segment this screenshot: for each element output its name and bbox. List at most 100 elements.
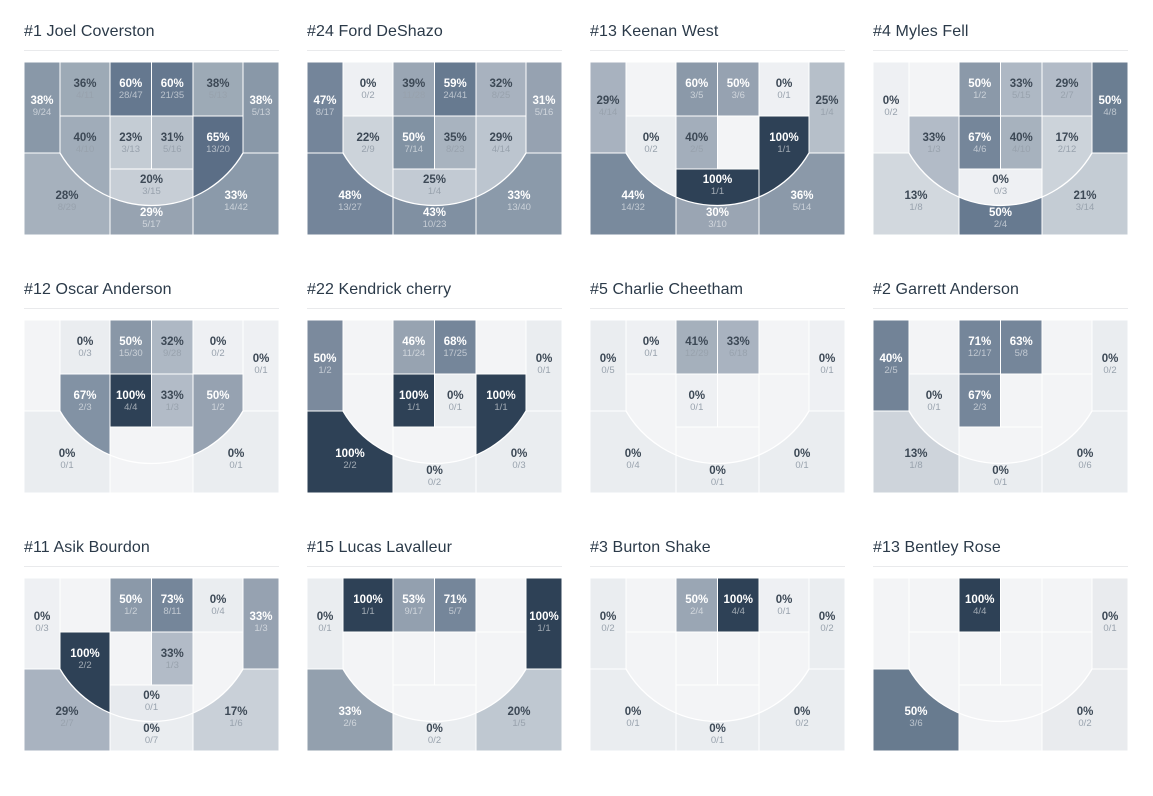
zone-made-attempts-label: 14/32 [621, 202, 645, 213]
zone-pct-label: 100% [965, 594, 994, 606]
zone-made-attempts-label: 0/3 [35, 623, 48, 634]
player-name: #3 Burton Shake [590, 539, 711, 556]
zone-pct-label: 71% [444, 594, 467, 606]
zone-pct-label: 0% [536, 353, 553, 365]
zone-made-attempts-label: 1/1 [537, 623, 550, 634]
zone-made-attempts-label: 13/40 [507, 202, 531, 213]
zone-made-attempts-label: 0/3 [512, 460, 525, 471]
zone-corner-right [1091, 578, 1128, 670]
card-divider [24, 308, 279, 309]
zone-corner-left [873, 320, 910, 412]
zone-pct-label: 50% [206, 390, 229, 402]
zone-made-attempts-label: 13/20 [206, 144, 230, 155]
zone-pct-label: 31% [161, 132, 184, 144]
zone-made-attempts-label: 1/1 [711, 186, 724, 197]
zone-made-attempts-label: 4/14 [492, 144, 511, 155]
zone-made-attempts-label: 0/1 [537, 365, 550, 376]
zone-made-attempts-label: 0/2 [1103, 365, 1116, 376]
zone-wing-right [475, 62, 527, 117]
zone-pct-label: 47% [313, 95, 336, 107]
zone-pct-label: 0% [34, 611, 51, 623]
zone-made-attempts-label: 3/13 [122, 144, 141, 155]
zone-made-attempts-label: 5/13 [209, 90, 228, 101]
zone-pct-label: 0% [1102, 611, 1119, 623]
zone-pct-label: 0% [709, 465, 726, 477]
zone-wing-left [342, 62, 394, 117]
zone-made-attempts-label: 0/2 [795, 718, 808, 729]
zone-made-attempts-label: 0/1 [626, 718, 639, 729]
card-divider [590, 308, 845, 309]
zone-made-attempts-label: 1/1 [494, 402, 507, 413]
zone-pct-label: 100% [353, 594, 382, 606]
court-arc-line [59, 410, 244, 465]
zone-made-attempts-label: 10/23 [423, 219, 447, 230]
court-arc-line [908, 152, 1093, 207]
zone-pct-label: 60% [685, 78, 708, 90]
zone-pct-label: 28% [55, 190, 78, 202]
player-card: #4 Myles Fell 50% 2/4 13% 1/8 21% 3/14 0% 0/2 50… [873, 22, 1128, 280]
zone-pct-label: 36% [790, 190, 813, 202]
zone-key-center [109, 168, 194, 206]
player-card: #3 Burton Shake 0% 0/1 0% 0/1 0% 0/2 0% 0/2 50% 2… [590, 538, 845, 796]
zone-pct-label: 40% [1010, 132, 1033, 144]
zone-paint-right [1000, 115, 1043, 170]
zone-made-attempts-label: 1/3 [166, 402, 179, 413]
zone-corner-right [242, 578, 279, 670]
player-name: #13 Keenan West [590, 23, 719, 40]
zone-pct-label: 35% [444, 132, 467, 144]
zone-pct-label: 100% [724, 594, 753, 606]
zone-pct-label: 20% [140, 174, 163, 186]
zone-made-attempts-label: 3/6 [909, 718, 922, 729]
zone-pct-label: 50% [1098, 95, 1121, 107]
zone-pct-label: 21% [1073, 190, 1096, 202]
zone-pct-label: 0% [360, 78, 377, 90]
zone-paint-right [717, 631, 760, 686]
zone-made-attempts-label: 8/23 [446, 144, 465, 155]
zone-pct-label: 100% [70, 648, 99, 660]
zone-top-key-right [434, 62, 477, 117]
zone-wing-left [342, 578, 394, 633]
zone-made-attempts-label: 2/5 [690, 144, 703, 155]
zone-pct-label: 0% [77, 336, 94, 348]
zone-pct-label: 50% [119, 594, 142, 606]
zone-made-attempts-label: 6/18 [729, 348, 748, 359]
zone-made-attempts-label: 3/6 [732, 90, 745, 101]
player-name: #24 Ford DeShazo [307, 23, 443, 40]
zone-pct-label: 60% [161, 78, 184, 90]
zone-corner-right [808, 578, 845, 670]
zone-pct-label: 0% [253, 353, 270, 365]
zone-top-key-left [958, 62, 1001, 117]
zone-made-attempts-label: 0/3 [994, 186, 1007, 197]
zone-pct-label: 32% [161, 336, 184, 348]
zone-wing-left [625, 62, 677, 117]
zone-pct-label: 0% [228, 448, 245, 460]
player-name: #11 Asik Bourdon [24, 539, 150, 556]
zone-wing-left [908, 320, 960, 375]
zone-pct-label: 50% [402, 132, 425, 144]
zone-made-attempts-label: 5/7 [449, 606, 462, 617]
zone-wing-left [59, 62, 111, 117]
zone-key-center [675, 684, 760, 722]
shot-zone-chart: 43%10/2348%13/2733%13/4047%8/170%0/239%1… [307, 62, 562, 235]
card-divider [307, 308, 562, 309]
court-arc-line [625, 668, 810, 723]
zone-pct-label: 36% [73, 78, 96, 90]
player-name: #22 Kendrick cherry [307, 281, 452, 298]
zone-pct-label: 100% [335, 448, 364, 460]
zone-wing-right [1041, 320, 1093, 375]
zone-made-attempts-label: 2/9 [361, 144, 374, 155]
zone-pct-label: 100% [769, 132, 798, 144]
zone-made-attempts-label: 4/4 [732, 606, 745, 617]
zone-pct-label: 43% [423, 207, 446, 219]
zone-made-attempts-label: 4/14 [599, 107, 618, 118]
zone-key-center [675, 426, 760, 464]
zone-wing-left [625, 578, 677, 633]
zone-wing-left [625, 320, 677, 375]
zone-made-attempts-label: 0/4 [211, 606, 224, 617]
shot-zone-chart: 0%0/10%0/40%0/10%0/50%0/141%12/2933%6/18… [590, 320, 845, 493]
zone-pct-label: 40% [879, 353, 902, 365]
zone-corner-right [242, 62, 279, 154]
zone-pct-label: 33% [1010, 78, 1033, 90]
zone-pct-label: 38% [30, 95, 53, 107]
